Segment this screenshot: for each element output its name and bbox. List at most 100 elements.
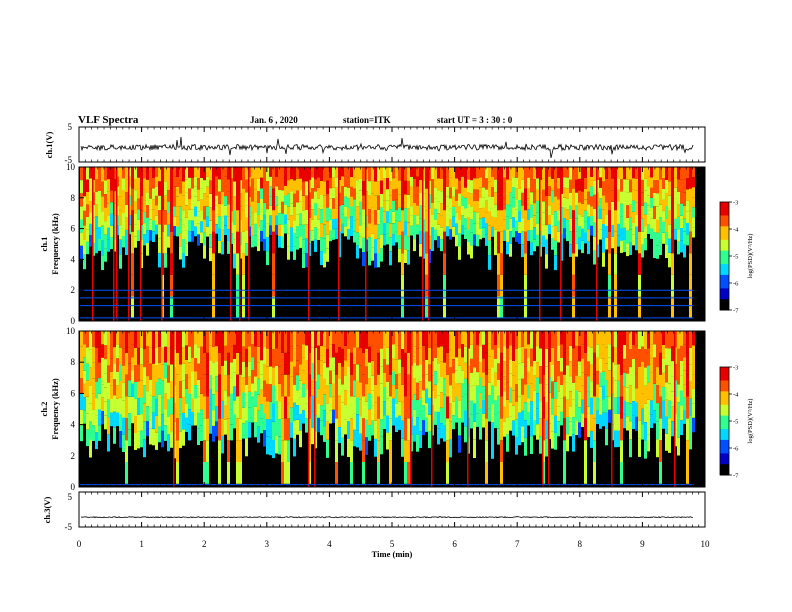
spectrogram-cell xyxy=(224,205,227,216)
spectrogram-cell xyxy=(104,248,107,262)
spectrogram-cell xyxy=(548,215,551,225)
spectrogram-cell xyxy=(380,194,383,208)
spectrogram-cell xyxy=(317,229,320,240)
spectrogram-cell xyxy=(476,344,479,359)
spectrogram-cell xyxy=(221,348,224,366)
colorbar-segment xyxy=(720,472,729,476)
spectrogram-cell xyxy=(488,211,491,226)
spectrogram-cell xyxy=(632,401,635,416)
spectrogram-cell xyxy=(518,347,521,364)
spectrogram-cell xyxy=(404,249,407,263)
spectrogram-cell xyxy=(638,274,641,297)
spectrogram-cell xyxy=(215,361,218,377)
spectrogram-cell xyxy=(362,352,365,375)
spectrogram-cell xyxy=(320,331,323,346)
spectrogram-cell xyxy=(440,215,443,228)
spectrogram-cell xyxy=(305,253,308,268)
spectrogram-cell xyxy=(137,331,140,348)
spectrogram-cell xyxy=(323,195,326,210)
spectrogram-cell xyxy=(320,420,323,436)
spectrogram-cell xyxy=(203,418,206,441)
spectrogram-cell xyxy=(506,216,509,230)
colorbar-segment xyxy=(720,461,729,465)
spectrogram-cell xyxy=(383,178,386,190)
spectrogram-spike xyxy=(431,331,433,487)
spectrogram-cell xyxy=(608,396,611,410)
spectrogram-cell xyxy=(359,416,362,434)
spectrogram-cell xyxy=(602,195,605,210)
spectrogram-cell xyxy=(341,195,344,205)
spectrogram-cell xyxy=(137,219,140,231)
spectrogram-cell xyxy=(533,390,536,406)
spectrogram-cell xyxy=(638,367,641,385)
spectrogram-cell xyxy=(428,414,431,432)
spectrogram-cell xyxy=(497,188,500,211)
spectrogram-cell xyxy=(245,438,248,457)
spectrogram-cell xyxy=(563,167,566,178)
spectrogram-cell xyxy=(416,348,419,366)
spectrogram-cell xyxy=(323,378,326,395)
spectrogram-cell xyxy=(278,436,281,455)
spectrogram-cell xyxy=(467,204,470,217)
spectrogram-cell xyxy=(332,167,335,178)
spectrogram-cell xyxy=(125,462,128,484)
spectrogram-cell xyxy=(422,360,425,376)
spectrogram-cell xyxy=(413,179,416,191)
spectrogram-cell xyxy=(323,394,326,411)
spectrogram-cell xyxy=(281,396,284,419)
spectrogram-cell xyxy=(86,179,89,192)
spectrogram-cell xyxy=(692,167,695,178)
spectrogram-cell xyxy=(185,359,188,375)
spectrogram-cell xyxy=(548,176,551,187)
spectrogram-cell xyxy=(680,228,683,241)
spectrogram-cell xyxy=(290,331,293,347)
spectrogram-cell xyxy=(251,235,254,248)
colorbar-segment xyxy=(720,242,729,246)
ch3-ylabel: ch.3(V) xyxy=(42,496,52,523)
spectrogram-cell xyxy=(287,418,290,441)
spectrogram-cell xyxy=(131,188,134,211)
spectrogram-cell xyxy=(146,391,149,407)
spectrogram-cell xyxy=(389,331,392,353)
spectrogram-cell xyxy=(692,227,695,238)
spectrogram-cell xyxy=(383,223,386,235)
spectrogram-cell xyxy=(131,331,134,345)
spectrogram-cell xyxy=(467,179,470,192)
spectrogram-cell xyxy=(536,408,539,425)
spectrogram-cell xyxy=(116,385,119,399)
spectrogram-cell xyxy=(395,359,398,375)
spectrogram-cell xyxy=(86,413,89,430)
spectrogram-cell xyxy=(626,345,629,360)
spectrogram-cell xyxy=(617,167,620,179)
spectrogram-cell xyxy=(581,240,584,254)
spectrogram-cell xyxy=(161,380,164,398)
spectrogram-cell xyxy=(197,234,200,246)
spectrogram-cell xyxy=(401,167,404,189)
spectrogram-cell xyxy=(479,362,482,378)
spectrogram-cell xyxy=(692,388,695,404)
spectrogram-cell xyxy=(395,331,398,346)
spectrogram-cell xyxy=(605,237,608,250)
spectrogram-cell xyxy=(236,440,239,462)
spectrogram-cell xyxy=(281,201,284,214)
spectrogram-cell xyxy=(536,223,539,235)
spectrogram-cell xyxy=(293,438,296,457)
spectrogram-cell xyxy=(449,177,452,188)
spectrogram-cell xyxy=(329,230,332,242)
spectrogram-cell xyxy=(326,385,329,404)
spectrogram-cell xyxy=(656,245,659,259)
spectrogram-cell xyxy=(293,193,296,207)
spectrogram-cell xyxy=(113,395,116,412)
spectrogram-cell xyxy=(122,417,125,435)
spectrogram-cell xyxy=(239,396,242,419)
spectrogram-cell xyxy=(191,371,194,385)
spectrogram-cell xyxy=(671,346,674,361)
spectrogram-cell xyxy=(680,203,683,216)
spectrogram-cell xyxy=(437,412,440,429)
spectrogram-cell xyxy=(398,387,401,402)
spectrogram-cell xyxy=(356,414,359,431)
spectrogram-cell xyxy=(503,177,506,189)
spectrogram-cell xyxy=(434,208,437,220)
spectrogram-cell xyxy=(296,331,299,346)
spectrogram-cell xyxy=(86,429,89,447)
